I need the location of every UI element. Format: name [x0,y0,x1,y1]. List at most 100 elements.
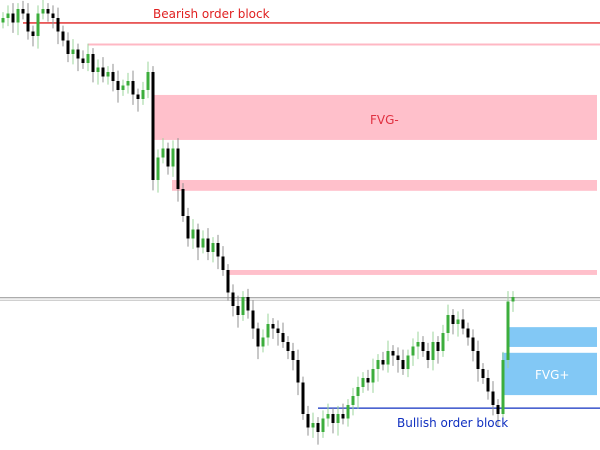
candle [106,66,110,85]
candle [281,322,285,348]
candle-body [246,297,250,311]
candle [296,349,300,396]
candle-body [86,54,90,63]
candle-body [41,9,45,14]
candle [501,351,505,420]
candle-body [116,81,120,90]
candle-body [156,157,160,180]
candle [91,48,95,83]
candle-body [471,337,475,351]
candle [246,288,250,319]
candle [146,61,150,99]
candle-body [446,315,450,333]
candle-body [421,342,425,351]
candle [311,412,315,438]
candle-body [176,148,180,189]
candle-body [151,72,155,180]
candle-body [491,391,495,405]
candle [86,43,90,72]
candle-body [191,229,195,239]
candle-body [121,85,125,90]
candle-body [466,328,470,338]
fvg-plus-zone [502,352,597,396]
candle-body [221,256,225,270]
candle-body [391,351,395,356]
bullish-zone-upper-zone [507,327,597,347]
candle [406,349,410,378]
candle [326,403,330,427]
candle [331,408,335,434]
bearish-order-block-label: Bearish order block [153,7,270,21]
candle [381,351,385,371]
candle [36,5,40,49]
candle-body [496,405,500,414]
candle-body [431,342,435,360]
candle-body [131,81,135,95]
candle-body [66,40,70,54]
candle [421,336,425,357]
candle [176,138,180,202]
candle-body [341,414,345,419]
candle-body [486,378,490,392]
candle-body [31,31,35,36]
candle [241,291,245,321]
candle [196,223,200,261]
candle [151,66,155,191]
candle [506,291,510,369]
bearish-zone-2-zone [172,180,597,191]
candle [391,345,395,366]
candle-body [21,9,25,14]
candle-body [206,238,210,252]
candle [51,5,55,29]
candle [41,0,45,20]
candle-body [166,148,170,167]
candle-body [256,328,260,347]
candle [26,3,30,40]
candle [231,284,235,317]
candle-body [141,90,145,99]
candle-body [136,94,140,99]
candle-body [481,369,485,378]
candle [441,324,445,357]
candle-body [161,148,165,158]
candle-body [296,360,300,383]
candle [401,349,405,375]
candle [111,63,115,92]
candle-body [346,405,350,419]
candle [386,340,390,373]
candle-body [311,423,315,428]
candle-body [436,342,440,351]
candle [436,336,440,364]
candle [351,387,355,416]
candle-body [231,292,235,306]
candle [11,3,15,33]
bullish-order-block-label: Bullish order block [397,416,508,430]
candle-body [216,243,220,257]
candle-body [376,360,380,369]
candle-body [361,378,365,387]
candle [276,320,280,346]
candle-body [401,360,405,369]
candles-layer [1,0,515,445]
candle [446,304,450,342]
candle [451,309,455,335]
candle-body [81,58,85,63]
candle-body [26,13,30,32]
candle-body [96,67,100,72]
candle-body [61,31,65,41]
candle [376,354,380,382]
candle [81,50,85,69]
candle-body [316,423,320,432]
candle-body [476,351,480,369]
fvg-minus-zone [152,94,597,140]
candle [466,322,470,346]
candle [396,347,400,373]
candle-body [371,369,375,383]
fvg-plus-label: FVG+ [535,368,569,382]
candle-body [326,414,330,419]
candle-body [396,355,400,360]
candle [271,318,275,339]
candle-body [426,351,430,360]
candle-body [1,18,5,23]
candle [426,342,430,369]
